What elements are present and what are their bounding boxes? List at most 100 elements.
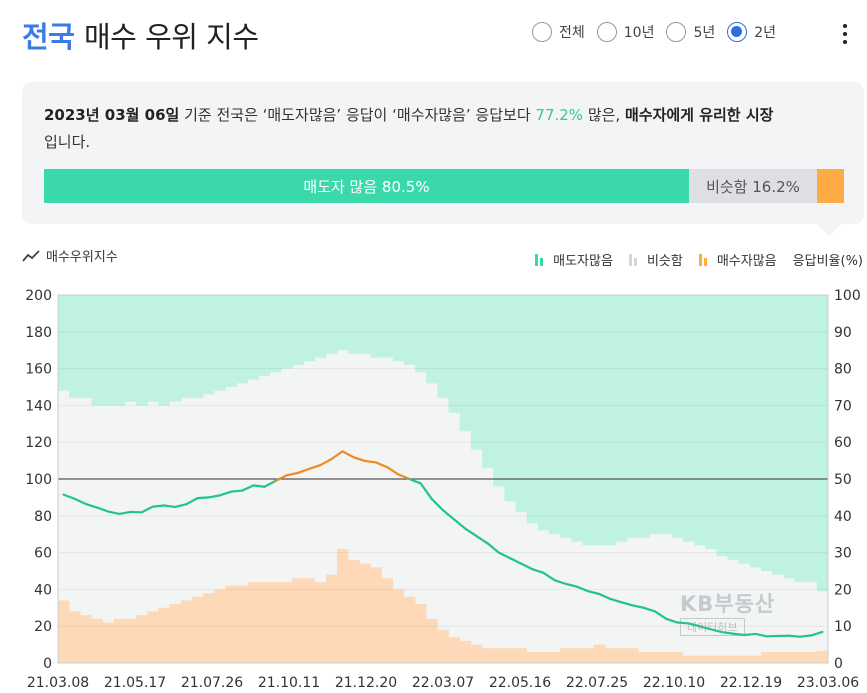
sell-ratio-bar	[58, 295, 70, 391]
index-line-segment	[687, 622, 701, 628]
index-line-segment	[229, 489, 244, 493]
buy-ratio-bar	[649, 651, 661, 663]
index-line-segment	[397, 473, 411, 481]
legend-same-label: 비슷함	[646, 254, 683, 269]
period-radio-all[interactable]: 전체	[532, 22, 585, 42]
index-line-segment	[296, 467, 311, 475]
buy-ratio-bar	[113, 618, 126, 663]
index-line-segment	[475, 534, 489, 545]
period-radio-10y[interactable]: 10년	[596, 22, 654, 42]
y-tick-label: 100	[25, 472, 52, 488]
legend-buy[interactable]: 매수자많음	[698, 250, 777, 269]
index-line-segment	[441, 509, 456, 521]
index-line-segment	[207, 494, 221, 499]
sell-ratio-bar	[772, 295, 784, 575]
buy-ratio-bar	[727, 655, 740, 663]
sell-ratio-bar	[571, 295, 583, 542]
index-line-segment	[140, 505, 154, 514]
more-options-icon[interactable]	[840, 24, 850, 48]
sell-ratio-bar	[236, 295, 249, 384]
index-line-segment	[352, 456, 366, 463]
index-line-segment	[653, 610, 668, 620]
y-tick-label: 140	[25, 398, 52, 414]
sell-ratio-bar	[281, 295, 293, 369]
buy-ratio-bar	[247, 582, 260, 663]
sell-ratio-bar	[437, 295, 449, 399]
radio-circle-all	[532, 22, 552, 42]
buy-ratio-bar	[627, 648, 639, 663]
index-line-segment	[408, 477, 422, 485]
period-radio-5y[interactable]: 5년	[666, 22, 715, 42]
y2-tick-label: 80	[834, 362, 852, 378]
ratio-bar-sell: 매도자 많음 80.5%	[44, 169, 689, 203]
sell-ratio-bar	[203, 295, 215, 395]
sell-ratio-bar	[761, 295, 773, 571]
x-tick-label: 21.10.11	[258, 675, 320, 691]
y2-tick-label: 10	[834, 619, 852, 635]
legend-sell[interactable]: 매도자많음	[535, 250, 613, 269]
index-line-segment	[810, 630, 824, 637]
index-line-segment	[642, 606, 657, 613]
buy-ratio-bar	[604, 648, 617, 663]
summary-date: 2023년 03월 06일	[44, 106, 180, 124]
sell-ratio-bar	[660, 295, 673, 535]
sell-ratio-bar	[805, 295, 818, 583]
period-radio-2y[interactable]: 2년	[727, 22, 776, 42]
page-title: 전국 매수 우위 지수	[22, 14, 259, 56]
index-line-segment	[151, 504, 166, 508]
x-tick-label: 22.07.25	[566, 675, 628, 691]
y2-tick-label: 100	[834, 288, 861, 304]
sell-ratio-bar	[158, 295, 170, 406]
buy-ratio-bar	[147, 611, 159, 663]
index-line-segment	[598, 592, 612, 601]
index-line-segment	[386, 466, 400, 476]
y2-tick-label: 50	[834, 472, 852, 488]
index-line-segment	[174, 503, 188, 509]
buy-ratio-bar	[314, 582, 327, 663]
legend-same[interactable]: 비슷함	[628, 250, 683, 269]
y2-tick-label: 40	[834, 509, 852, 525]
sell-ratio-bar	[515, 295, 527, 513]
sell-ratio-bar	[649, 295, 661, 535]
index-line-segment	[274, 474, 288, 482]
buy-ratio-bar	[258, 582, 271, 663]
watermark-sub: 데이터허브	[680, 618, 745, 636]
buy-ratio-bar	[158, 607, 170, 663]
legend-sell-label: 매도자많음	[553, 254, 613, 269]
buy-ratio-bar	[91, 618, 103, 663]
buy-ratio-bar	[191, 596, 204, 663]
y-tick-label: 0	[43, 656, 52, 672]
buy-ratio-bar	[325, 574, 338, 663]
sell-ratio-bar	[526, 295, 539, 524]
ratio-bar-buy	[817, 169, 844, 203]
buy-ratio-bar	[571, 648, 583, 663]
sell-ratio-bar	[716, 295, 728, 557]
index-line-segment	[709, 628, 724, 634]
sell-ratio-bar	[727, 295, 740, 560]
buy-ratio-bar	[348, 559, 360, 663]
sell-ratio-bar	[560, 295, 572, 538]
buy-ratio-bar	[493, 648, 505, 663]
buy-ratio-bar	[671, 651, 684, 663]
index-line-segment	[84, 502, 99, 509]
index-line-segment	[665, 617, 679, 624]
buy-ratio-bar	[749, 655, 762, 663]
sell-ratio-bar	[549, 295, 561, 535]
buy-ratio-bar	[448, 637, 461, 663]
buy-ratio-bar	[169, 604, 182, 663]
buy-ratio-bar	[437, 629, 449, 663]
index-line-segment	[107, 510, 121, 516]
legend-ratio: 응답비율(%)	[793, 250, 863, 269]
sell-ratio-bar	[470, 295, 483, 450]
x-tick-label: 21.12.20	[335, 675, 397, 691]
buy-ratio-bar	[582, 648, 594, 663]
sell-ratio-bar	[794, 295, 806, 583]
buy-ratio-bar	[783, 651, 795, 663]
summary-text-2: 많은,	[583, 106, 625, 124]
x-tick-label: 21.07.26	[181, 675, 243, 691]
sell-ratio-bar	[482, 295, 494, 468]
index-line-segment	[363, 459, 378, 464]
summary-conclusion: 매수자에게 유리한 시장	[624, 106, 774, 124]
sell-ratio-bar	[258, 295, 271, 376]
index-line-segment	[542, 571, 556, 582]
